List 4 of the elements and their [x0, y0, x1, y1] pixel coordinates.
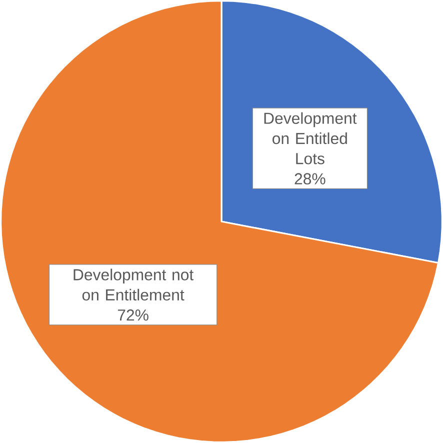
data-label: 72%: [118, 309, 148, 321]
slice-label: Development not on Entitlement: [74, 268, 194, 301]
slice-label: Development on Entitled Lots: [264, 112, 357, 164]
data-label: 28%: [294, 173, 326, 184]
